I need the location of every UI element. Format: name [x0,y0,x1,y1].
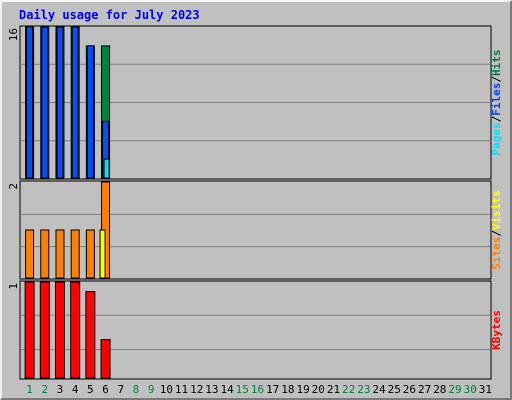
x-tick-label-day-2: 2 [41,383,48,396]
x-tick-label-day-27: 27 [418,383,431,396]
bar-hits-files-day-1 [26,26,34,179]
x-tick-label-day-10: 10 [160,383,173,396]
bar-hits-files-day-2 [41,26,49,179]
bar-kbytes-kbytes-day-1 [24,281,35,379]
bar-visits-sites-day-2 [40,229,50,279]
legend-separator: / [490,115,503,122]
x-tick-label-day-13: 13 [205,383,218,396]
x-tick-label-day-20: 20 [312,383,325,396]
x-tick-label-day-19: 19 [296,383,309,396]
panel-hits-legend: Pages/Files/Hits [490,50,503,156]
x-tick-label-day-18: 18 [281,383,294,396]
bar-kbytes-kbytes-day-2 [39,281,50,379]
bar-visits-sites-day-3 [55,229,65,279]
bar-kbytes-kbytes-day-6 [100,339,111,379]
x-tick-label-day-29: 29 [448,383,461,396]
bar-kbytes-kbytes-day-4 [70,281,81,379]
x-tick-label-day-11: 11 [175,383,188,396]
x-tick-label-day-6: 6 [102,383,109,396]
panel-kbytes: 1 KBytes [7,280,503,380]
x-tick-label-day-1: 1 [26,383,33,396]
x-tick-label-day-21: 21 [327,383,340,396]
legend-separator: / [490,76,503,83]
x-tick-label-day-4: 4 [72,383,79,396]
panel-visits-y-max-label: 2 [7,183,20,190]
legend-separator: / [490,230,503,237]
bar-hits-pages-day-6 [103,158,110,179]
x-tick-label-day-23: 23 [357,383,370,396]
x-tick-label-day-15: 15 [236,383,249,396]
panel-kbytes-legend: KBytes [490,310,503,350]
x-tick-label-day-9: 9 [148,383,155,396]
x-axis-labels: 1 2 3 4 5 6 7 8 9 10 11 12 13 14 15 16 17 18 19 20 21 22 23 24 2… [26,383,492,396]
x-tick-label-day-25: 25 [388,383,401,396]
bar-visits-sites-day-4 [70,229,80,279]
panel-kbytes-y-max-label: 1 [7,283,20,290]
x-tick-label-day-30: 30 [464,383,477,396]
bar-visits-visits-day-6 [99,229,106,279]
chart-title: Daily usage for July 2023 [19,8,200,22]
x-tick-label-day-26: 26 [403,383,416,396]
legend-pages: Pages [490,122,503,155]
x-tick-label-day-3: 3 [57,383,64,396]
x-tick-label-day-7: 7 [117,383,124,396]
bar-visits-sites-day-5 [85,229,95,279]
x-tick-label-day-17: 17 [266,383,279,396]
x-tick-label-day-8: 8 [133,383,140,396]
x-tick-label-day-31: 31 [479,383,492,396]
bar-hits-files-day-5 [86,45,94,179]
x-tick-label-day-16: 16 [251,383,264,396]
bar-hits-files-day-3 [56,26,64,179]
x-tick-label-day-14: 14 [220,383,234,396]
legend-files: Files [490,83,503,116]
x-tick-label-day-24: 24 [372,383,386,396]
x-tick-label-day-22: 22 [342,383,355,396]
legend-sites: Sites [490,237,503,270]
x-tick-label-day-12: 12 [190,383,203,396]
bar-kbytes-kbytes-day-5 [85,291,96,379]
legend-visits: Visits [490,190,503,230]
panel-visits-legend: Sites/Visits [490,190,503,270]
panel-visits: 2 Sites/Visits [7,180,503,280]
legend-kbytes: KBytes [490,310,503,350]
bar-visits-sites-day-1 [25,229,35,279]
panel-visits-background [19,180,492,280]
bar-hits-files-day-4 [71,26,79,179]
panel-hits-y-max-label: 16 [7,28,20,41]
panel-kbytes-background [19,280,492,380]
x-tick-label-day-28: 28 [433,383,446,396]
bar-kbytes-kbytes-day-3 [54,281,65,379]
legend-hits: Hits [490,50,503,77]
x-tick-label-day-5: 5 [87,383,94,396]
